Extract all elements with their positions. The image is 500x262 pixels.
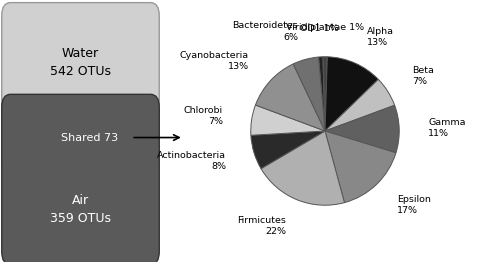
- Text: Gamma
11%: Gamma 11%: [428, 118, 466, 138]
- Text: Water
542 OTUs: Water 542 OTUs: [50, 47, 111, 78]
- Text: Bacteroidetes
6%: Bacteroidetes 6%: [232, 21, 298, 42]
- FancyBboxPatch shape: [2, 3, 159, 170]
- Text: Viridiplantae 1%: Viridiplantae 1%: [286, 23, 364, 32]
- Wedge shape: [325, 57, 378, 131]
- FancyBboxPatch shape: [2, 94, 159, 262]
- Wedge shape: [325, 105, 399, 153]
- Text: Shared 73: Shared 73: [61, 133, 118, 143]
- Wedge shape: [323, 57, 328, 131]
- Wedge shape: [251, 105, 325, 135]
- Wedge shape: [293, 57, 325, 131]
- Wedge shape: [261, 131, 344, 205]
- Text: Actinobacteria
8%: Actinobacteria 8%: [158, 151, 226, 171]
- Text: Cyanobacteria
13%: Cyanobacteria 13%: [180, 51, 249, 71]
- Wedge shape: [256, 64, 325, 131]
- Text: Epsilon
17%: Epsilon 17%: [396, 195, 430, 215]
- Text: Firmicutes
22%: Firmicutes 22%: [237, 216, 286, 237]
- Text: OD1 1%: OD1 1%: [300, 24, 339, 32]
- Wedge shape: [325, 79, 394, 131]
- Wedge shape: [325, 131, 396, 203]
- Text: Chlorobi
7%: Chlorobi 7%: [184, 106, 223, 126]
- Wedge shape: [251, 131, 325, 169]
- Wedge shape: [318, 57, 325, 131]
- Text: Alpha
13%: Alpha 13%: [366, 27, 394, 47]
- Text: Air
359 OTUs: Air 359 OTUs: [50, 194, 111, 225]
- Text: Beta
7%: Beta 7%: [412, 66, 434, 86]
